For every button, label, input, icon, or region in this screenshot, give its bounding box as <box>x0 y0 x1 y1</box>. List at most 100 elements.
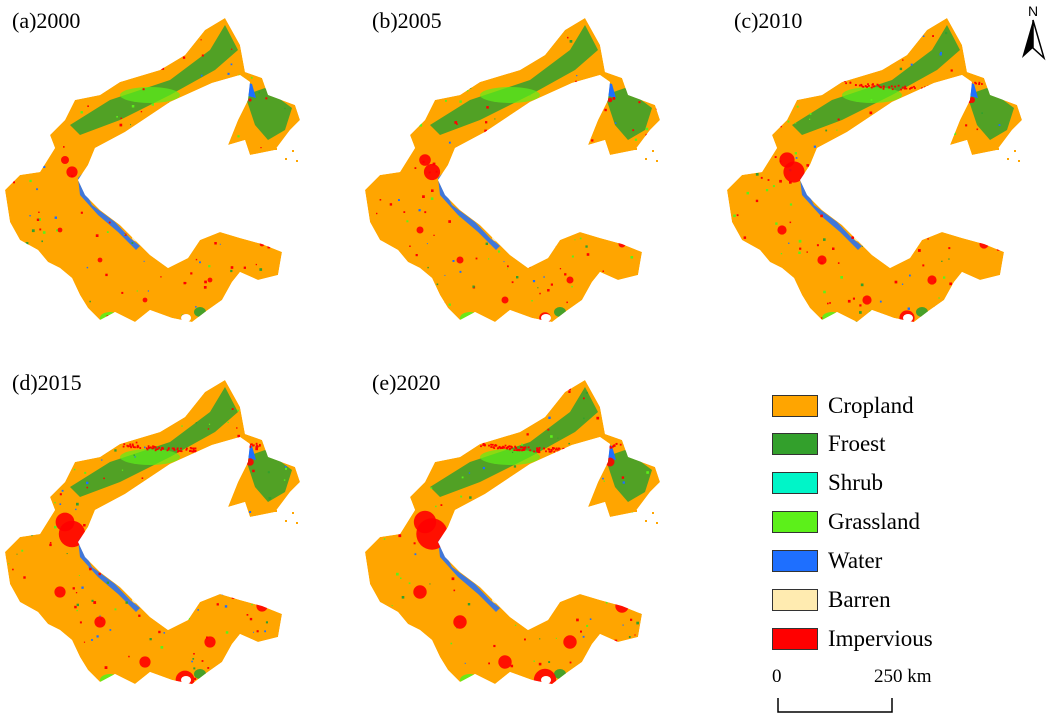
land-pixel <box>193 667 196 670</box>
land-cover-map <box>727 10 1026 322</box>
land-pixel <box>445 539 448 542</box>
land-pixel <box>534 465 538 468</box>
impervious-cluster <box>207 277 213 283</box>
land-pixel <box>772 185 775 188</box>
land-pixel <box>205 219 208 222</box>
map-panel-2000: (a)2000 <box>0 0 340 350</box>
land-pixel <box>604 447 607 450</box>
land-pixel <box>447 194 449 197</box>
land-pixel <box>852 297 855 300</box>
land-pixel <box>571 450 574 452</box>
land-pixel <box>207 471 210 473</box>
island <box>645 158 647 160</box>
land-pixel <box>404 119 407 123</box>
land-pixel <box>162 447 164 450</box>
land-pixel <box>230 266 234 269</box>
land-pixel <box>952 18 954 19</box>
land-pixel <box>998 124 1001 126</box>
land-pixel <box>637 73 640 75</box>
land-pixel <box>504 444 507 447</box>
land-pixel <box>847 299 851 303</box>
land-pixel <box>647 42 649 44</box>
land-pixel <box>119 47 121 49</box>
land-pixel <box>466 89 469 92</box>
land-pixel <box>576 75 578 77</box>
land-pixel <box>312 386 314 388</box>
land-pixel <box>210 167 212 169</box>
land-pixel <box>230 63 233 66</box>
land-pixel <box>550 435 553 438</box>
land-pixel <box>993 10 994 11</box>
land-pixel <box>304 546 306 548</box>
land-pixel <box>236 447 238 450</box>
land-pixel <box>424 211 427 214</box>
land-pixel <box>495 444 498 447</box>
land-pixel <box>438 692 439 693</box>
land-pixel <box>224 605 228 608</box>
land-pixel <box>575 80 577 83</box>
land-pixel <box>171 53 174 56</box>
land-pixel <box>523 448 526 451</box>
land-pixel <box>133 33 136 36</box>
island <box>1018 160 1020 162</box>
land-pixel <box>512 451 514 453</box>
impervious-cluster <box>456 256 464 264</box>
land-pixel <box>511 407 514 409</box>
land-pixel <box>666 335 668 337</box>
land-pixel <box>120 180 123 183</box>
land-pixel <box>538 447 541 449</box>
land-pixel <box>261 291 264 295</box>
land-pixel <box>556 496 558 499</box>
land-pixel <box>454 121 458 124</box>
land-pixel <box>32 109 34 111</box>
land-pixel <box>1025 199 1026 200</box>
land-pixel <box>878 245 882 249</box>
land-pixel <box>632 574 634 576</box>
land-pixel <box>552 462 555 465</box>
lake-gap <box>181 676 191 684</box>
land-pixel <box>620 188 622 190</box>
land-pixel <box>632 26 634 28</box>
land-pixel <box>753 263 757 266</box>
land-pixel <box>193 677 197 680</box>
land-pixel <box>806 61 809 64</box>
land-pixel <box>673 451 675 453</box>
land-pixel <box>459 100 462 103</box>
land-pixel <box>163 140 165 143</box>
land-pixel <box>269 410 272 413</box>
land-pixel <box>38 211 40 213</box>
land-pixel <box>201 54 204 57</box>
land-pixel <box>546 176 548 179</box>
impervious-cluster <box>225 169 231 175</box>
land-pixel <box>931 88 933 90</box>
island <box>645 520 647 522</box>
land-pixel <box>755 199 759 203</box>
land-pixel <box>938 87 941 90</box>
land-pixel <box>396 266 399 270</box>
impervious-cluster <box>55 512 75 532</box>
land-pixel <box>604 108 607 112</box>
land-pixel <box>825 129 828 132</box>
land-pixel <box>1015 175 1018 177</box>
land-pixel <box>261 212 264 216</box>
land-pixel <box>301 210 304 213</box>
land-pixel <box>492 201 494 203</box>
land-pixel <box>727 277 730 280</box>
land-pixel <box>829 302 831 304</box>
land-pixel <box>168 508 172 512</box>
land-pixel <box>624 48 628 52</box>
land-pixel <box>515 52 517 54</box>
land-pixel <box>185 586 188 588</box>
impervious-cluster <box>222 528 234 540</box>
land-pixel <box>827 302 829 305</box>
land-pixel <box>152 333 153 334</box>
land-pixel <box>794 45 797 48</box>
land-pixel <box>533 614 536 618</box>
land-pixel <box>940 84 943 87</box>
land-pixel <box>590 686 591 687</box>
land-pixel <box>97 424 100 427</box>
land-pixel <box>499 151 502 154</box>
land-pixel <box>956 84 959 87</box>
land-pixel <box>991 290 994 293</box>
island <box>285 158 287 160</box>
